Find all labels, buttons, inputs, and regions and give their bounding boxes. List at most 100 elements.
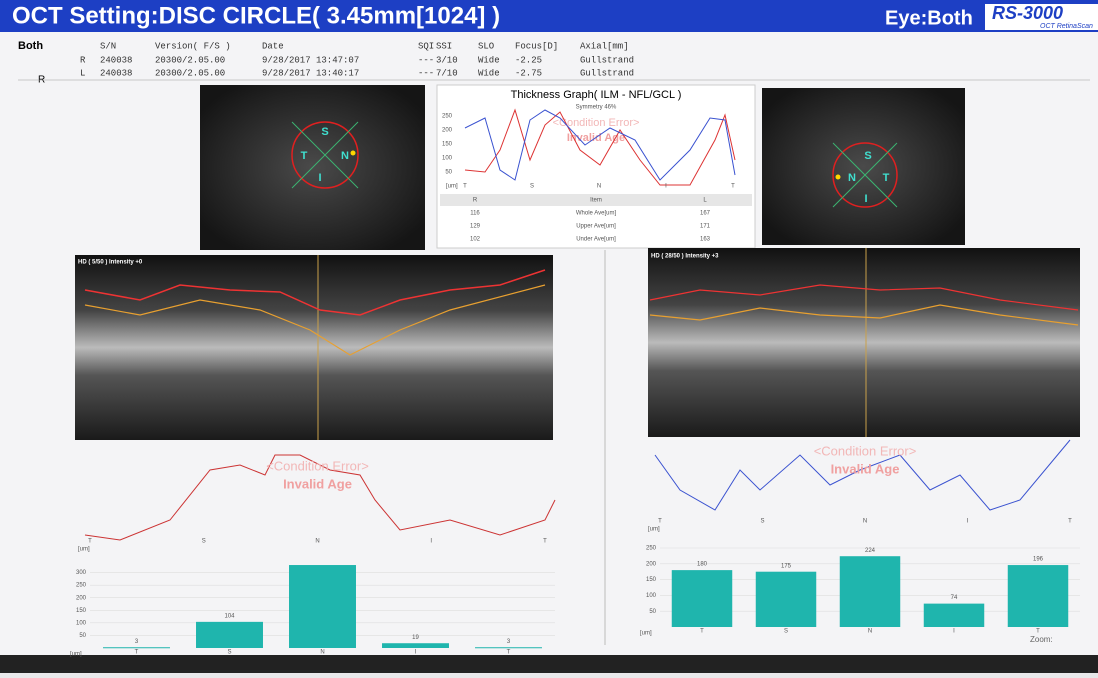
bar <box>382 643 449 648</box>
value-label: 180 <box>697 562 708 568</box>
info-column: SQI <box>418 41 434 51</box>
table-header: Item <box>590 198 602 204</box>
info-column: Focus[D] <box>515 41 558 51</box>
y-tick-label: 250 <box>442 114 453 120</box>
bar <box>475 647 542 648</box>
table-cell: 163 <box>700 237 711 243</box>
value-label: 104 <box>224 613 235 619</box>
table-cell: Under Ave[um] <box>576 237 616 243</box>
y-tick-label: 300 <box>76 570 87 576</box>
table-cell: 116 <box>470 211 480 217</box>
unit-label: [um] <box>640 631 652 637</box>
value-label: 224 <box>865 548 876 554</box>
condition-error: <Condition Error> <box>266 458 369 473</box>
taskbar <box>0 655 1098 673</box>
x-tick-label: T <box>1068 519 1072 525</box>
sector-label: S <box>321 126 328 138</box>
bar <box>756 572 816 627</box>
y-tick-label: 50 <box>445 170 452 176</box>
info-column: Version( F/S ) <box>155 41 231 51</box>
y-tick-label: 50 <box>649 609 656 615</box>
right-fundus <box>762 88 965 245</box>
x-tick-label: N <box>868 629 872 635</box>
y-tick-label: 200 <box>442 128 453 134</box>
x-tick-label: N <box>315 539 319 545</box>
sector-label: I <box>864 193 867 205</box>
logo-sub: OCT RetinaScan <box>1040 23 1093 30</box>
bar <box>289 565 356 648</box>
info-column: S/N <box>100 41 116 51</box>
bar <box>672 570 732 627</box>
bar <box>1008 565 1068 627</box>
invalid-age: Invalid Age <box>831 461 900 476</box>
right-oct-scan <box>648 248 1080 437</box>
condition-error: <Condition Error> <box>814 443 917 458</box>
x-tick-label: T <box>700 629 704 635</box>
unit-label: [um] <box>78 547 90 553</box>
value-label: 74 <box>951 595 958 601</box>
info-column: SSI <box>436 41 452 51</box>
value-label: 19 <box>412 635 419 641</box>
info-cell: 3/10 <box>436 55 458 65</box>
thickness-title: Thickness Graph( ILM - NFL/GCL ) <box>511 89 682 101</box>
table-cell: Upper Ave[um] <box>576 224 616 230</box>
x-tick-label: N <box>320 650 324 656</box>
y-tick-label: 150 <box>76 608 87 614</box>
info-column: Axial[mm] <box>580 41 629 51</box>
page: OCT Setting:DISC CIRCLE( 3.45mm[1024] ) … <box>0 0 1098 673</box>
y-tick-label: 200 <box>646 561 657 567</box>
info-cell: 20300/2.05.00 <box>155 55 225 65</box>
unit-label: [um] <box>446 184 458 190</box>
info-cell: 240038 <box>100 68 132 78</box>
info-cell: Wide <box>478 55 500 65</box>
x-tick-label: N <box>863 519 867 525</box>
marker <box>836 175 841 180</box>
unit-label: [um] <box>648 527 660 533</box>
y-tick-label: 100 <box>646 593 657 599</box>
marker <box>351 151 356 156</box>
info-cell: R <box>80 55 86 65</box>
value-label: 175 <box>781 563 792 569</box>
info-column: Date <box>262 41 284 51</box>
y-tick-label: 100 <box>76 620 87 626</box>
info-cell: 9/28/2017 13:40:17 <box>262 68 359 78</box>
logo: RS-3000 <box>992 3 1063 23</box>
x-tick-label: S <box>530 184 534 190</box>
x-tick-label: S <box>227 650 231 656</box>
x-tick-label: T <box>658 519 662 525</box>
symmetry: Symmetry 46% <box>576 105 617 111</box>
info-cell: --- <box>418 55 434 65</box>
table-cell: Whole Ave[um] <box>576 211 617 217</box>
info-column: SLO <box>478 41 494 51</box>
bar <box>924 604 984 627</box>
info-cell: 20300/2.05.00 <box>155 68 225 78</box>
info-cell: 9/28/2017 13:47:07 <box>262 55 359 65</box>
sector-label: S <box>864 150 871 162</box>
left-oct-scan <box>75 255 553 440</box>
invalid-age: Invalid Age <box>283 476 352 491</box>
y-tick-label: 250 <box>646 546 657 552</box>
x-tick-label: S <box>202 539 206 545</box>
bar <box>196 622 263 648</box>
y-tick-label: 100 <box>442 156 453 162</box>
unit-label: [um] <box>70 652 82 658</box>
x-tick-label: T <box>507 650 511 656</box>
sector-label: T <box>883 172 890 184</box>
x-tick-label: S <box>784 629 788 635</box>
info-cell: 7/10 <box>436 68 458 78</box>
info-cell: Gullstrand <box>580 68 634 78</box>
bar <box>103 647 170 648</box>
info-cell: -2.25 <box>515 55 542 65</box>
x-tick-label: T <box>1036 629 1040 635</box>
scan-label: HD ( 28/50 ) Intensity +3 <box>651 254 719 260</box>
y-tick-label: 250 <box>76 583 87 589</box>
info-cell: L <box>80 68 85 78</box>
sector-label: N <box>848 172 856 184</box>
x-tick-label: T <box>135 650 139 656</box>
sector-label: I <box>318 172 321 184</box>
x-tick-label: S <box>760 519 764 525</box>
screen: OCT Setting:DISC CIRCLE( 3.45mm[1024] ) … <box>0 0 1098 673</box>
y-tick-label: 200 <box>76 595 87 601</box>
table-header: R <box>473 198 478 204</box>
x-tick-label: T <box>731 184 735 190</box>
